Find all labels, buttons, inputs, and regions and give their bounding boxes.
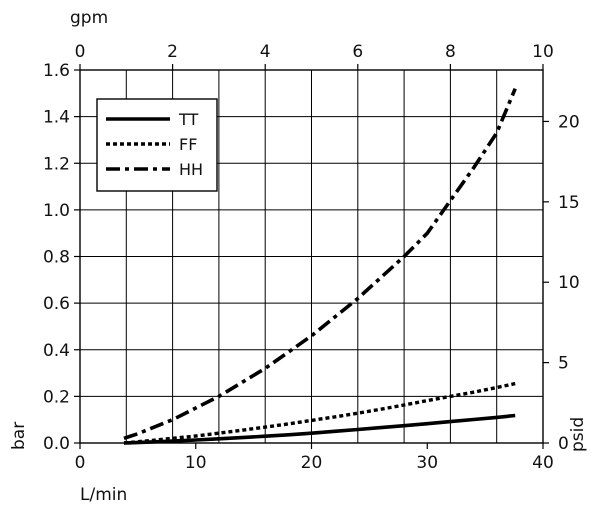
left-axis-title: bar <box>9 422 29 450</box>
y-tick-label: 1.6 <box>43 61 70 81</box>
legend-label-ff: FF <box>179 135 197 154</box>
legend-label-hh: HH <box>179 160 203 179</box>
right-axis-title: psid <box>568 417 588 452</box>
y-tick-label: 0.8 <box>43 248 70 268</box>
series-tt <box>123 413 516 445</box>
legend-label-tt: TT <box>178 110 198 129</box>
x-tick-label: 0 <box>75 453 86 473</box>
y2-tick-label: 5 <box>558 354 569 374</box>
x-tick-label: 10 <box>185 453 207 473</box>
y2-tick-label: 20 <box>558 112 580 132</box>
x-tick-label: 20 <box>301 453 323 473</box>
y-tick-label: 1.4 <box>43 108 70 128</box>
ticks: 0 10 20 30 400 2 4 6 8 100.00.20.40.60.81.01.21.4… <box>43 42 580 473</box>
x2-tick-label: 10 <box>532 42 554 62</box>
y-tick-label: 0.4 <box>43 341 70 361</box>
bottom-axis-title: L/min <box>80 485 127 505</box>
y-tick-label: 0.0 <box>43 434 70 454</box>
x2-tick-label: 4 <box>260 42 271 62</box>
x2-tick-label: 8 <box>445 42 456 62</box>
x2-tick-label: 0 <box>75 42 86 62</box>
y2-tick-label: 0 <box>558 434 569 454</box>
x-tick-label: 40 <box>532 453 554 473</box>
y2-tick-label: 10 <box>558 273 580 293</box>
y2-tick-label: 15 <box>558 193 580 213</box>
x2-tick-label: 6 <box>352 42 363 62</box>
legend: TT FF HH <box>96 98 218 192</box>
y-tick-label: 0.6 <box>43 294 70 314</box>
top-axis-title: gpm <box>70 8 108 28</box>
x2-tick-label: 2 <box>167 42 178 62</box>
y-tick-label: 1.0 <box>43 201 70 221</box>
y-tick-label: 0.2 <box>43 387 70 407</box>
y-tick-label: 1.2 <box>43 154 70 174</box>
x-tick-label: 30 <box>416 453 438 473</box>
series-layer <box>123 88 517 445</box>
